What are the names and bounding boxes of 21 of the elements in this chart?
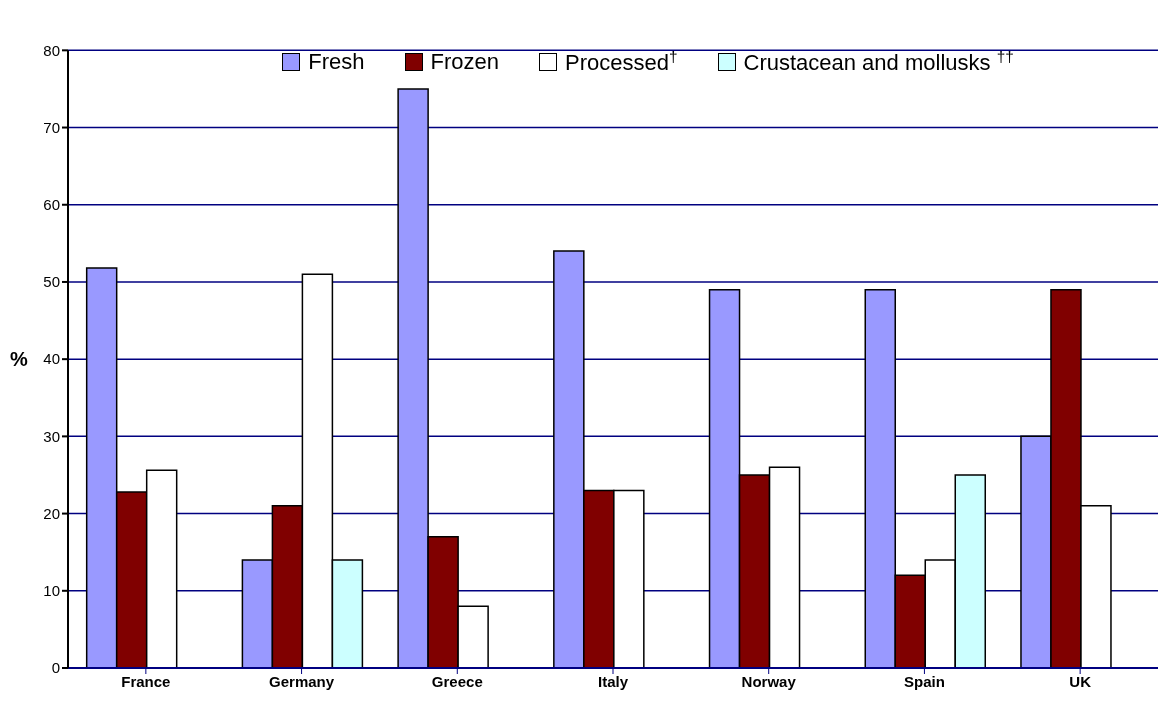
x-tick-label: Norway [741,672,797,690]
y-tick-label: 40 [43,350,60,368]
y-axis-title: % [10,348,28,371]
y-tick-label: 70 [43,118,60,136]
y-tick-label: 10 [43,582,60,600]
y-tick-label: 60 [43,196,60,214]
y-tick-label: 50 [43,273,60,291]
legend-label: Processed$^{†}$ [564,48,678,76]
x-tick-label: UK [1069,672,1092,690]
x-tick-label: Germany [269,672,335,690]
x-tick-label: Italy [597,672,629,690]
y-tick-label: 30 [43,427,60,445]
legend-label: Crustacean and mollusks $^{††}$ [743,48,1014,76]
x-tick-label: Greece [431,672,483,690]
legend-label: Fresh [308,49,365,75]
legend-label: Frozen [430,49,499,75]
y-tick-label: 0 [51,659,60,677]
x-tick-label: Spain [904,672,945,690]
y-tick-label: 20 [43,504,60,522]
x-tick-label: France [121,672,171,690]
y-tick-label: 80 [43,41,60,59]
